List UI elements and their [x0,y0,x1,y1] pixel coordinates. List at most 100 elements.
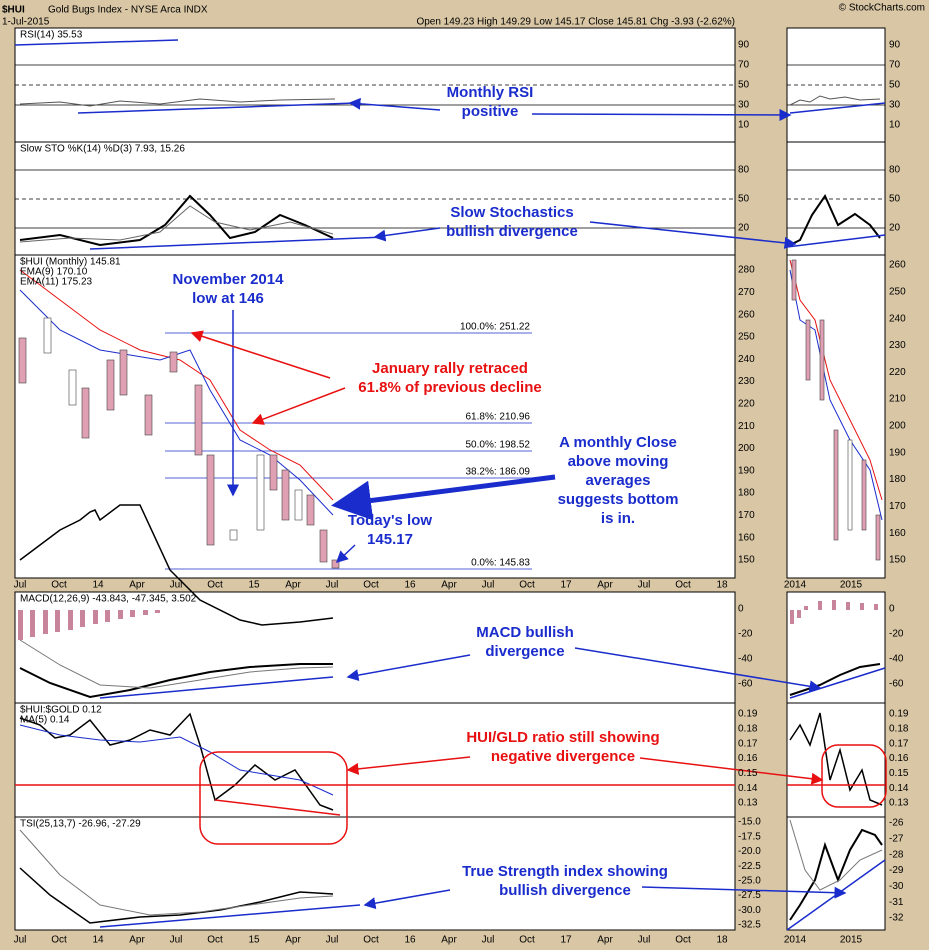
mini-y-tick-label: -30 [889,881,904,892]
annotation: positive [462,103,519,120]
y-tick-label: 0.16 [738,753,758,764]
mini-y-tick-label: 230 [889,340,906,351]
x-tick-label: Apr [441,580,457,591]
y-tick-label: 250 [738,332,755,343]
annotation: above moving [568,453,669,470]
x-tick-label: Apr [597,580,613,591]
annotation: A monthly Close [559,434,677,451]
panel-label: $HUI (Monthly) 145.81 [20,257,121,268]
y-tick-label: 50 [738,194,750,205]
fib-label: 38.2%: 186.09 [466,467,531,478]
annotation: Slow Stochastics [450,204,573,221]
mini-y-tick-label: 30 [889,100,901,111]
y-tick-label: 80 [738,165,750,176]
x-tick-label: 16 [404,935,416,946]
mini-x-tick-label: 2015 [840,935,863,946]
x-tick-label: Jul [482,935,495,946]
x-tick-label: Jul [170,580,183,591]
annotation: Monthly RSI [447,84,534,101]
y-tick-label: 260 [738,309,755,320]
x-tick-label: Jul [638,935,651,946]
mini-y-tick-label: 70 [889,60,901,71]
mini-x-tick-label: 2015 [840,580,863,591]
mini-x-tick-label: 2014 [784,935,807,946]
date: 1-Jul-2015 [2,17,50,28]
mini-y-tick-label: 190 [889,447,906,458]
y-tick-label: 230 [738,376,755,387]
x-tick-label: Oct [51,580,67,591]
y-tick-label: 240 [738,354,755,365]
mini-y-tick-label: 0.15 [889,768,909,779]
mini-y-tick-label: 0.13 [889,798,909,809]
indicator-lines [19,95,883,924]
y-tick-label: -27.5 [738,890,761,901]
annotation: suggests bottom [558,491,679,508]
x-tick-label: Oct [363,580,379,591]
y-tick-label: 0.14 [738,783,758,794]
annotation: bullish divergence [499,882,631,899]
x-tick-label: 18 [716,935,728,946]
panel-label: $HUI:$GOLD 0.12 [20,705,102,716]
mini-y-tick-label: 10 [889,120,901,131]
y-tick-label: 210 [738,421,755,432]
x-tick-label: Oct [207,935,223,946]
x-tick-label: 17 [560,935,572,946]
y-tick-label: 50 [738,80,750,91]
y-tick-label: 0.17 [738,738,758,749]
fib-label: 50.0%: 198.52 [466,440,531,451]
mini-y-tick-label: 0.14 [889,783,909,794]
annotation: True Strength index showing [462,863,668,880]
annotation: MACD bullish [476,624,574,641]
y-tick-label: -20.0 [738,846,761,857]
panel-label: EMA(9) 170.10 [20,267,88,278]
annotation: 61.8% of previous decline [358,379,541,396]
mini-y-tick-label: -26 [889,818,904,829]
y-tick-label: 150 [738,555,755,566]
x-tick-label: Jul [482,580,495,591]
mini-y-tick-label: -27 [889,833,904,844]
credit: © StockCharts.com [839,3,925,14]
x-tick-label: Apr [597,935,613,946]
x-tick-label: Oct [207,580,223,591]
mini-y-tick-label: 0.18 [889,723,909,734]
y-tick-label: 280 [738,265,755,276]
y-tick-label: 180 [738,488,755,499]
y-tick-label: -25.0 [738,875,761,886]
mini-y-tick-label: -60 [889,679,904,690]
symbol: $HUI [2,5,25,16]
mini-y-tick-label: 150 [889,555,906,566]
y-tick-label: 0.18 [738,723,758,734]
x-tick-label: 15 [248,935,260,946]
x-tick-label: Oct [675,935,691,946]
y-tick-label: 0.15 [738,768,758,779]
fib-label: 0.0%: 145.83 [471,558,530,569]
mini-y-tick-label: 250 [889,286,906,297]
annotation: HUI/GLD ratio still showing [466,729,659,746]
x-tick-label: Apr [129,580,145,591]
mini-y-tick-label: 20 [889,223,901,234]
y-tick-label: 0.19 [738,709,758,720]
x-tick-label: Oct [519,935,535,946]
y-tick-label: -20 [738,629,753,640]
annotation: January rally retraced [372,360,528,377]
y-tick-label: 70 [738,60,750,71]
x-tick-label: Jul [326,935,339,946]
mini-y-tick-label: 0.16 [889,753,909,764]
x-tick-label: Jul [14,935,27,946]
mini-y-tick-label: 50 [889,80,901,91]
y-tick-label: 30 [738,100,750,111]
x-tick-label: 15 [248,580,260,591]
x-tick-label: Jul [14,580,27,591]
fib-label: 61.8%: 210.96 [466,412,531,423]
panel-label: TSI(25,13,7) -26.96, -27.29 [20,819,141,830]
y-tick-label: 20 [738,223,750,234]
y-tick-label: 90 [738,40,750,51]
y-tick-label: 220 [738,398,755,409]
x-tick-label: Oct [363,935,379,946]
annotation: Today's low [348,512,432,529]
x-tick-label: Oct [675,580,691,591]
annotation: is in. [601,510,635,527]
mini-y-tick-label: -28 [889,849,904,860]
mini-y-tick-label: 0.19 [889,709,909,720]
y-tick-label: 0 [738,604,744,615]
